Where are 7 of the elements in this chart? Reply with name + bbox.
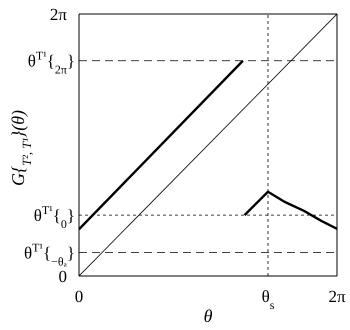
x-tick-label: 2π (328, 287, 346, 306)
ref-line-label: θ$^{T¹}${$_{−θₐ}$} (24, 240, 75, 269)
x-tick-label: θ$_{s}$ (262, 287, 275, 312)
x-tick-label: 0 (74, 287, 84, 306)
ref-line-label: θ$^{T¹}${$_{0}$} (34, 203, 75, 232)
ref-line-label: θ$^{T¹}${$_{2π}$} (28, 48, 75, 77)
x-axis-title: θ (204, 306, 213, 326)
